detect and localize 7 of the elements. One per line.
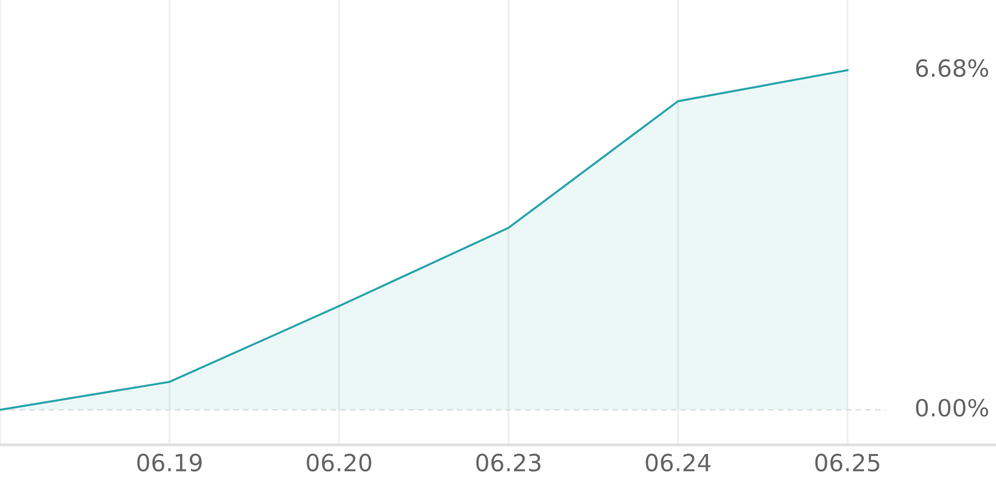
x-tick-label: 06.19 [137, 454, 202, 472]
x-tick-label: 06.23 [476, 454, 540, 472]
x-tick-label: 06.20 [306, 454, 372, 472]
y-tick-label: 6.68% [916, 59, 988, 78]
y-tick-label: 0.00% [916, 398, 988, 417]
x-tick-label: 06.25 [815, 454, 880, 472]
x-tick-label: 06.24 [646, 454, 710, 472]
